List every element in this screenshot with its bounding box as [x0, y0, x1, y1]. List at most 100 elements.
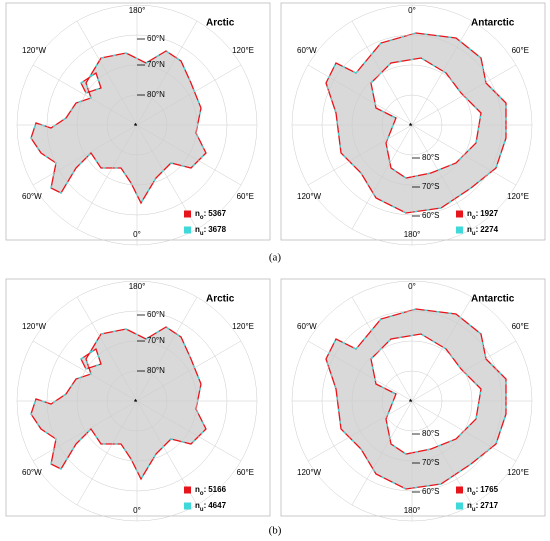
legend-count: 1927 [480, 209, 498, 218]
legend-swatch [456, 226, 463, 234]
legend-count: 4647 [208, 501, 226, 510]
map-title: Arctic [206, 294, 235, 305]
legend-separator: : [204, 209, 207, 218]
legend-label: nu: 4647 [195, 501, 227, 512]
longitude-label: 120°W [22, 46, 47, 55]
latitude-label: 80°N [147, 90, 165, 99]
latitude-label: 70°S [422, 458, 439, 467]
longitude-label: 180° [404, 506, 421, 515]
map-panel: * 180° 120°W 120°E 60°W 60°E 0° 60°N 70°N 80°N Arc… [5, 278, 271, 522]
legend-swatch [184, 226, 191, 234]
map-title: Antarctic [471, 294, 515, 305]
longitude-label: 120°W [297, 468, 322, 477]
latitude-label: 80°N [147, 366, 165, 375]
legend-swatch [184, 210, 191, 218]
legend-subscript: u [200, 231, 204, 237]
latitude-label: 80°S [422, 153, 439, 162]
legend-subscript: u [200, 507, 204, 513]
longitude-label: 120°W [22, 322, 47, 331]
meridian [351, 296, 473, 506]
legend-subscript: o [200, 491, 204, 497]
longitude-label: 180° [129, 282, 146, 291]
latitude-label: 70°S [422, 182, 439, 191]
land-edge [325, 308, 507, 490]
map-panel: * 180° 120°W 120°E 60°W 60°E 0° 60°N 70°N 80°N Arc… [5, 2, 271, 246]
pole-marker: * [134, 398, 138, 407]
latitude-label: 60°S [422, 487, 439, 496]
legend-count: 5367 [208, 209, 226, 218]
legend-count: 5166 [208, 485, 226, 494]
longitude-label: 60°W [297, 46, 317, 55]
longitude-label: 120°E [232, 322, 254, 331]
latitude-label: 60°S [422, 211, 439, 220]
longitude-label: 60°W [22, 468, 42, 477]
legend-swatch [456, 210, 463, 218]
pole-marker: * [409, 122, 413, 131]
legend-separator: : [204, 501, 207, 510]
longitude-label: 0° [408, 6, 416, 15]
latitude-label: 80°S [422, 429, 439, 438]
longitude-label: 0° [133, 506, 141, 515]
panel-caption: (a) [269, 252, 282, 264]
legend-var: n [195, 485, 200, 494]
pole-marker: * [409, 398, 413, 407]
legend-count: 2274 [480, 225, 498, 234]
latitude-label: 60°N [147, 34, 165, 43]
legend-swatch [456, 502, 463, 510]
legend-separator: : [476, 485, 479, 494]
longitude-label: 180° [404, 230, 421, 239]
legend-subscript: o [200, 215, 204, 221]
legend-label: nu: 2274 [467, 225, 499, 236]
land-edge [30, 326, 207, 481]
legend-label: nu: 2717 [467, 501, 499, 512]
legend-separator: : [204, 225, 207, 234]
longitude-label: 120°E [507, 468, 529, 477]
legend-separator: : [476, 209, 479, 218]
latitude-label: 70°N [147, 60, 165, 69]
legend-separator: : [476, 225, 479, 234]
longitude-label: 60°E [237, 192, 254, 201]
longitude-label: 0° [133, 230, 141, 239]
legend-var: n [195, 225, 200, 234]
legend-var: n [467, 225, 472, 234]
longitude-label: 60°W [22, 192, 42, 201]
longitude-label: 120°E [507, 192, 529, 201]
land-edge [325, 32, 507, 214]
longitude-label: 0° [408, 282, 416, 291]
meridian [351, 20, 473, 230]
longitude-label: 60°E [237, 468, 254, 477]
legend-subscript: u [472, 507, 476, 513]
legend-label: no: 5166 [195, 485, 227, 496]
legend-label: no: 1765 [467, 485, 499, 496]
legend-separator: : [204, 485, 207, 494]
legend-subscript: o [472, 491, 476, 497]
legend-subscript: o [472, 215, 476, 221]
legend-var: n [195, 501, 200, 510]
longitude-label: 60°E [512, 322, 529, 331]
legend-count: 2717 [480, 501, 498, 510]
legend-var: n [195, 209, 200, 218]
legend-var: n [467, 501, 472, 510]
legend-count: 3678 [208, 225, 226, 234]
map-title: Antarctic [471, 18, 515, 29]
legend-label: no: 1927 [467, 209, 499, 220]
map-panel: * 0° 60°W 60°E 120°W 120°E 180° 80°S 70°S 60°S Ant… [280, 278, 546, 522]
legend-swatch [456, 486, 463, 494]
legend-swatch [184, 502, 191, 510]
longitude-label: 60°W [297, 322, 317, 331]
land-edge [30, 50, 207, 205]
legend-label: nu: 3678 [195, 225, 227, 236]
legend-var: n [467, 485, 472, 494]
map-title: Arctic [206, 18, 235, 29]
latitude-label: 70°N [147, 336, 165, 345]
legend-var: n [467, 209, 472, 218]
panel-caption: (b) [269, 525, 282, 536]
longitude-label: 60°E [512, 46, 529, 55]
legend-count: 1765 [480, 485, 498, 494]
pole-marker: * [134, 122, 138, 131]
longitude-label: 120°W [297, 192, 322, 201]
legend-swatch [184, 486, 191, 494]
legend-label: no: 5367 [195, 209, 227, 220]
map-panel: * 0° 60°W 60°E 120°W 120°E 180° 80°S 70°S 60°S Ant… [280, 2, 546, 246]
